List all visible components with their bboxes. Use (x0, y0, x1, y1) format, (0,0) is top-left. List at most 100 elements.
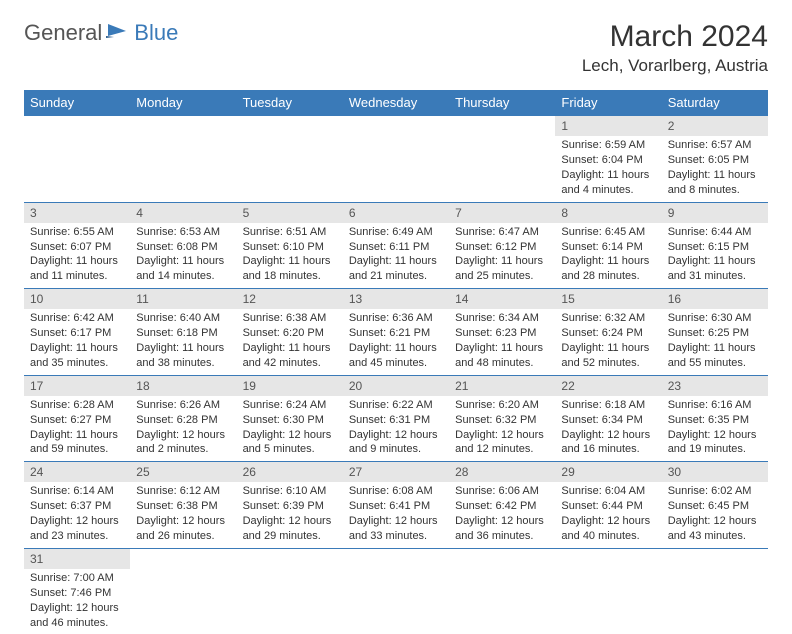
calendar-cell: 15Sunrise: 6:32 AMSunset: 6:24 PMDayligh… (555, 289, 661, 376)
daylight-text: and 36 minutes. (455, 529, 549, 544)
calendar-cell: 6Sunrise: 6:49 AMSunset: 6:11 PMDaylight… (343, 202, 449, 289)
day-content: Sunrise: 6:40 AMSunset: 6:18 PMDaylight:… (130, 309, 236, 374)
daylight-text: Daylight: 12 hours (561, 428, 655, 443)
sunrise-text: Sunrise: 6:14 AM (30, 484, 124, 499)
day-number: 7 (449, 203, 555, 223)
sunrise-text: Sunrise: 6:26 AM (136, 398, 230, 413)
day-content: Sunrise: 6:57 AMSunset: 6:05 PMDaylight:… (662, 136, 768, 201)
day-content: Sunrise: 6:49 AMSunset: 6:11 PMDaylight:… (343, 223, 449, 288)
sunset-text: Sunset: 6:17 PM (30, 326, 124, 341)
sunset-text: Sunset: 6:37 PM (30, 499, 124, 514)
title-block: March 2024 Lech, Vorarlberg, Austria (582, 20, 768, 76)
daylight-text: and 21 minutes. (349, 269, 443, 284)
sunset-text: Sunset: 6:24 PM (561, 326, 655, 341)
day-number: 17 (24, 376, 130, 396)
daylight-text: Daylight: 12 hours (349, 514, 443, 529)
calendar-cell: 2Sunrise: 6:57 AMSunset: 6:05 PMDaylight… (662, 116, 768, 203)
calendar-cell: 9Sunrise: 6:44 AMSunset: 6:15 PMDaylight… (662, 202, 768, 289)
calendar-cell (237, 548, 343, 634)
day-content: Sunrise: 6:06 AMSunset: 6:42 PMDaylight:… (449, 482, 555, 547)
daylight-text: and 19 minutes. (668, 442, 762, 457)
day-number: 3 (24, 203, 130, 223)
day-number: 11 (130, 289, 236, 309)
weekday-header: Friday (555, 90, 661, 116)
sunrise-text: Sunrise: 6:53 AM (136, 225, 230, 240)
sunset-text: Sunset: 6:32 PM (455, 413, 549, 428)
calendar-cell (662, 548, 768, 634)
calendar-cell: 28Sunrise: 6:06 AMSunset: 6:42 PMDayligh… (449, 462, 555, 549)
day-content: Sunrise: 6:53 AMSunset: 6:08 PMDaylight:… (130, 223, 236, 288)
daylight-text: Daylight: 11 hours (561, 254, 655, 269)
day-number: 31 (24, 549, 130, 569)
sunrise-text: Sunrise: 6:08 AM (349, 484, 443, 499)
calendar-cell (130, 116, 236, 203)
daylight-text: Daylight: 12 hours (136, 514, 230, 529)
day-content: Sunrise: 6:44 AMSunset: 6:15 PMDaylight:… (662, 223, 768, 288)
flag-icon (106, 20, 130, 46)
day-number: 13 (343, 289, 449, 309)
daylight-text: Daylight: 11 hours (668, 168, 762, 183)
daylight-text: Daylight: 12 hours (243, 514, 337, 529)
sunrise-text: Sunrise: 6:38 AM (243, 311, 337, 326)
calendar-row: 31Sunrise: 7:00 AMSunset: 7:46 PMDayligh… (24, 548, 768, 634)
calendar-table: SundayMondayTuesdayWednesdayThursdayFrid… (24, 90, 768, 634)
sunrise-text: Sunrise: 6:42 AM (30, 311, 124, 326)
day-number: 20 (343, 376, 449, 396)
day-number: 12 (237, 289, 343, 309)
sunset-text: Sunset: 6:45 PM (668, 499, 762, 514)
day-number: 16 (662, 289, 768, 309)
day-number: 9 (662, 203, 768, 223)
daylight-text: and 4 minutes. (561, 183, 655, 198)
daylight-text: Daylight: 11 hours (349, 341, 443, 356)
calendar-row: 3Sunrise: 6:55 AMSunset: 6:07 PMDaylight… (24, 202, 768, 289)
daylight-text: and 16 minutes. (561, 442, 655, 457)
sunset-text: Sunset: 6:23 PM (455, 326, 549, 341)
location: Lech, Vorarlberg, Austria (582, 56, 768, 76)
day-number: 10 (24, 289, 130, 309)
daylight-text: and 45 minutes. (349, 356, 443, 371)
daylight-text: Daylight: 11 hours (30, 254, 124, 269)
day-content: Sunrise: 6:36 AMSunset: 6:21 PMDaylight:… (343, 309, 449, 374)
day-content: Sunrise: 6:32 AMSunset: 6:24 PMDaylight:… (555, 309, 661, 374)
sunset-text: Sunset: 6:41 PM (349, 499, 443, 514)
sunset-text: Sunset: 6:15 PM (668, 240, 762, 255)
sunset-text: Sunset: 6:25 PM (668, 326, 762, 341)
daylight-text: Daylight: 11 hours (668, 341, 762, 356)
sunrise-text: Sunrise: 6:47 AM (455, 225, 549, 240)
calendar-cell: 12Sunrise: 6:38 AMSunset: 6:20 PMDayligh… (237, 289, 343, 376)
daylight-text: Daylight: 11 hours (30, 341, 124, 356)
calendar-row: 1Sunrise: 6:59 AMSunset: 6:04 PMDaylight… (24, 116, 768, 203)
day-content: Sunrise: 6:22 AMSunset: 6:31 PMDaylight:… (343, 396, 449, 461)
day-number: 27 (343, 462, 449, 482)
daylight-text: and 46 minutes. (30, 616, 124, 631)
sunrise-text: Sunrise: 7:00 AM (30, 571, 124, 586)
sunset-text: Sunset: 6:08 PM (136, 240, 230, 255)
day-content: Sunrise: 6:55 AMSunset: 6:07 PMDaylight:… (24, 223, 130, 288)
daylight-text: Daylight: 11 hours (349, 254, 443, 269)
daylight-text: Daylight: 12 hours (668, 428, 762, 443)
daylight-text: Daylight: 11 hours (668, 254, 762, 269)
daylight-text: and 42 minutes. (243, 356, 337, 371)
sunrise-text: Sunrise: 6:59 AM (561, 138, 655, 153)
day-number: 2 (662, 116, 768, 136)
daylight-text: Daylight: 12 hours (30, 514, 124, 529)
calendar-cell: 31Sunrise: 7:00 AMSunset: 7:46 PMDayligh… (24, 548, 130, 634)
calendar-cell: 13Sunrise: 6:36 AMSunset: 6:21 PMDayligh… (343, 289, 449, 376)
sunset-text: Sunset: 6:04 PM (561, 153, 655, 168)
logo: General Blue (24, 20, 178, 46)
calendar-cell: 20Sunrise: 6:22 AMSunset: 6:31 PMDayligh… (343, 375, 449, 462)
sunset-text: Sunset: 6:10 PM (243, 240, 337, 255)
day-content: Sunrise: 6:45 AMSunset: 6:14 PMDaylight:… (555, 223, 661, 288)
daylight-text: and 28 minutes. (561, 269, 655, 284)
sunrise-text: Sunrise: 6:55 AM (30, 225, 124, 240)
calendar-cell: 7Sunrise: 6:47 AMSunset: 6:12 PMDaylight… (449, 202, 555, 289)
daylight-text: and 48 minutes. (455, 356, 549, 371)
sunset-text: Sunset: 6:05 PM (668, 153, 762, 168)
weekday-header: Thursday (449, 90, 555, 116)
sunrise-text: Sunrise: 6:22 AM (349, 398, 443, 413)
calendar-cell: 18Sunrise: 6:26 AMSunset: 6:28 PMDayligh… (130, 375, 236, 462)
daylight-text: and 23 minutes. (30, 529, 124, 544)
daylight-text: Daylight: 12 hours (30, 601, 124, 616)
day-content: Sunrise: 6:38 AMSunset: 6:20 PMDaylight:… (237, 309, 343, 374)
day-number: 26 (237, 462, 343, 482)
